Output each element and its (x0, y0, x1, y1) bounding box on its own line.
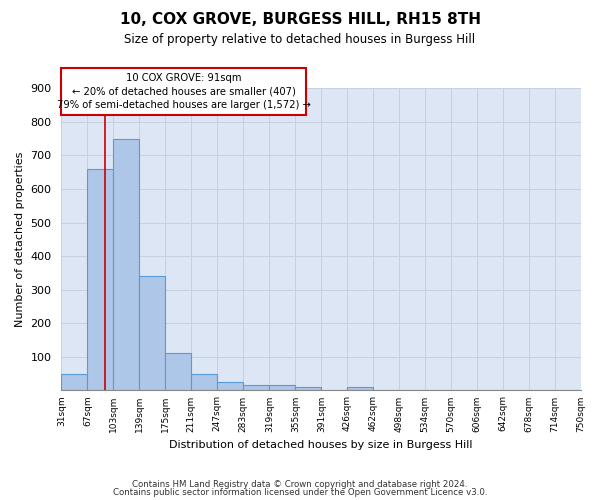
Bar (217, 382, 244, 390)
Text: Contains public sector information licensed under the Open Government Licence v3: Contains public sector information licen… (113, 488, 487, 497)
Bar (61, 374, 88, 390)
Y-axis label: Number of detached properties: Number of detached properties (15, 152, 25, 327)
Bar (166, 354, 191, 391)
Bar (88, 169, 113, 390)
Bar (269, 386, 295, 390)
X-axis label: Distribution of detached houses by size in Burgess Hill: Distribution of detached houses by size … (169, 440, 473, 450)
Bar (244, 386, 269, 390)
Bar (61, 68, 306, 115)
Bar (191, 374, 217, 390)
Bar (295, 387, 322, 390)
Text: Contains HM Land Registry data © Crown copyright and database right 2024.: Contains HM Land Registry data © Crown c… (132, 480, 468, 489)
Bar (139, 276, 166, 390)
Text: Size of property relative to detached houses in Burgess Hill: Size of property relative to detached ho… (124, 32, 476, 46)
Bar (113, 138, 139, 390)
Bar (347, 387, 373, 390)
Text: 10 COX GROVE: 91sqm
← 20% of detached houses are smaller (407)
79% of semi-detac: 10 COX GROVE: 91sqm ← 20% of detached ho… (57, 74, 311, 110)
Text: 10, COX GROVE, BURGESS HILL, RH15 8TH: 10, COX GROVE, BURGESS HILL, RH15 8TH (119, 12, 481, 28)
